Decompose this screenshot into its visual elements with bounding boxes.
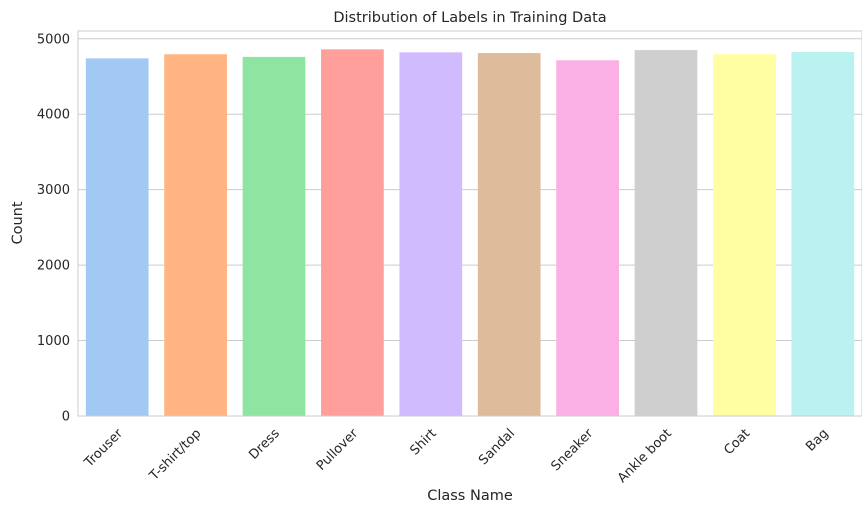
x-tick-label: Pullover [314,426,362,474]
bar-sandal [477,53,541,417]
chart-title: Distribution of Labels in Training Data [333,10,606,26]
y-tick-label: 3000 [37,183,70,198]
bar-sneaker [556,60,619,416]
bar-t-shirt-top [164,54,227,417]
x-axis-label: Class Name [427,488,513,504]
x-tick-label: Shirt [407,426,439,458]
bar-ankle-boot [634,50,698,416]
bar-dress [242,56,306,416]
y-tick-label: 4000 [37,108,70,123]
bar-bag [791,51,855,416]
bar-shirt [399,52,463,416]
y-axis-label: Count [10,201,26,244]
bars [85,49,855,417]
y-tick-label: 1000 [37,334,70,349]
bar-coat [713,54,776,417]
x-tick-label: Bag [803,426,831,454]
y-tick-label: 2000 [37,259,70,274]
bar-pullover [321,49,384,416]
x-tick-label: T-shirt/top [146,426,204,484]
x-tick-labels: Trouser T-shirt/top Dress Pullover Shirt Sand… [81,426,831,486]
x-tick-label: Dress [246,426,283,463]
x-tick-label: Trouser [81,426,126,471]
y-tick-label: 0 [62,410,70,425]
plot-frame [77,30,862,417]
x-tick-label: Sandal [476,426,518,468]
y-tick-labels: 0 1000 2000 3000 4000 5000 [37,32,70,424]
bar-trouser [85,58,149,416]
x-tick-label: Sneaker [548,426,596,474]
y-tick-label: 5000 [37,32,70,47]
x-tick-label: Coat [721,426,753,458]
x-tick-label: Ankle boot [615,426,675,486]
